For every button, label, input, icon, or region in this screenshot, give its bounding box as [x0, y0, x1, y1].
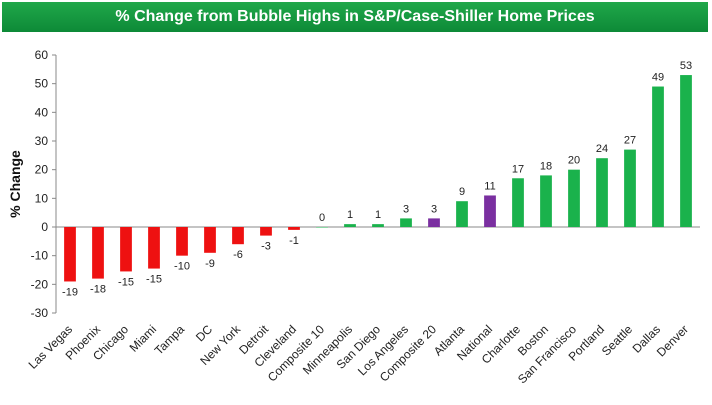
bar-los-angeles [400, 218, 412, 227]
data-label: 17 [512, 163, 524, 175]
bar-portland [596, 158, 608, 227]
y-tick-label: 0 [41, 220, 48, 234]
data-label: 1 [375, 209, 381, 221]
y-axis-label: % Change [7, 150, 23, 218]
data-label: 1 [347, 209, 353, 221]
bar-atlanta [456, 201, 468, 227]
data-label: 0 [319, 212, 325, 224]
bar-boston [540, 175, 552, 227]
bar-dc [204, 227, 216, 253]
bar-tampa [176, 227, 188, 256]
bar-cleveland [288, 227, 300, 230]
y-tick-label: 20 [35, 163, 49, 177]
data-label: 27 [624, 135, 636, 147]
data-label: -15 [146, 274, 162, 286]
y-tick-label: 50 [35, 77, 49, 91]
x-tick-label: Denver [654, 322, 691, 359]
y-tick-label: -20 [31, 277, 49, 291]
data-label: -6 [233, 249, 243, 261]
bar-national [484, 195, 496, 227]
x-tick-label: DC [193, 322, 215, 344]
chart-title: % Change from Bubble Highs in S&P/Case-S… [2, 2, 708, 32]
y-tick-label: 40 [35, 105, 49, 119]
x-tick-label: Tampa [152, 322, 188, 358]
bar-charlotte [512, 178, 524, 227]
data-label: -19 [62, 286, 78, 298]
bar-san-diego [372, 224, 384, 227]
bar-minneapolis [344, 224, 356, 227]
y-tick-label: 30 [35, 134, 49, 148]
data-label: 18 [540, 160, 552, 172]
bar-new-york [232, 227, 244, 245]
data-label: 9 [459, 186, 465, 198]
bar-seattle [624, 149, 636, 227]
data-label: -3 [261, 241, 271, 253]
bar-dallas [652, 86, 664, 228]
bar-denver [680, 75, 692, 227]
bar-chicago [120, 227, 132, 272]
y-tick-label: -10 [31, 249, 49, 263]
y-tick-label: 10 [35, 191, 49, 205]
y-tick-label: -30 [31, 306, 49, 320]
data-label: -10 [174, 261, 190, 273]
bar-san-francisco [568, 169, 580, 227]
bar-las-vegas [64, 227, 76, 282]
data-label: -18 [90, 284, 106, 296]
data-label: -15 [118, 276, 134, 288]
data-label: 49 [652, 72, 664, 84]
x-tick-label: Seattle [599, 322, 636, 359]
bar-miami [148, 227, 160, 269]
bar-detroit [260, 227, 272, 236]
bar-composite-20 [428, 218, 440, 227]
data-label: 24 [596, 143, 608, 155]
data-label: 11 [484, 180, 495, 192]
bar-composite-10 [316, 227, 328, 228]
y-tick-label: 60 [35, 48, 49, 62]
data-label: -9 [205, 258, 215, 270]
bar-phoenix [92, 227, 104, 279]
data-label: 3 [431, 203, 437, 215]
data-label: -1 [289, 235, 299, 247]
data-label: 20 [568, 155, 580, 167]
data-label: 3 [403, 203, 409, 215]
data-label: 53 [680, 60, 692, 72]
